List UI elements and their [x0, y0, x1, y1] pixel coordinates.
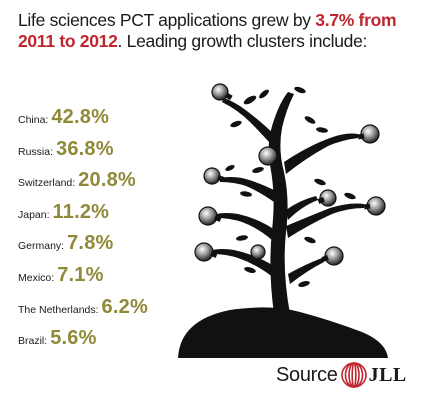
country-label: China: [18, 114, 49, 126]
growth-value: 7.8% [67, 232, 114, 255]
stat-row: Mexico: 7.1% [18, 264, 218, 296]
stat-row: China: 42.8% [18, 106, 218, 138]
headline-highlight: 3.7% from 2011 to 2012 [18, 10, 397, 51]
growth-value: 7.1% [57, 263, 104, 286]
country-label: Brazil: [18, 335, 48, 348]
headline: Life sciences PCT applications grew by 3… [18, 10, 423, 52]
growth-cluster-list: China: 42.8% Russia: 36.8% Switzerland: … [18, 106, 218, 359]
stat-row: Russia: 36.8% [18, 138, 218, 170]
growth-value: 5.6% [50, 327, 97, 350]
country-label: Switzerland: [18, 177, 76, 190]
growth-value: 6.2% [101, 295, 148, 318]
source-credit: Source JLL [276, 362, 407, 388]
logo-text: JLL [368, 363, 407, 386]
headline-text-start: Life sciences PCT applications grew by [18, 10, 316, 30]
jll-logo: JLL [340, 362, 407, 388]
country-label: Mexico: [18, 271, 55, 284]
growth-value: 42.8% [51, 106, 110, 128]
stat-row: Germany: 7.8% [18, 232, 218, 264]
growth-value: 11.2% [52, 200, 110, 223]
tree-with-lightbulbs-icon [178, 83, 388, 358]
growth-value: 20.8% [78, 169, 136, 192]
stat-row: Brazil: 5.6% [18, 327, 218, 359]
jll-logo-icon [340, 362, 367, 388]
source-label: Source [276, 363, 338, 386]
country-label: Japan: [18, 208, 50, 221]
country-label: Germany: [18, 240, 65, 253]
country-label: Russia: [18, 145, 54, 158]
headline-text-end: . Leading growth clusters include: [117, 31, 368, 51]
stat-row: Japan: 11.2% [18, 201, 218, 233]
stat-row: The Netherlands: 6.2% [18, 296, 218, 328]
growth-value: 36.8% [56, 137, 114, 160]
country-label: The Netherlands: [18, 303, 99, 316]
stat-row: Switzerland: 20.8% [18, 169, 218, 201]
